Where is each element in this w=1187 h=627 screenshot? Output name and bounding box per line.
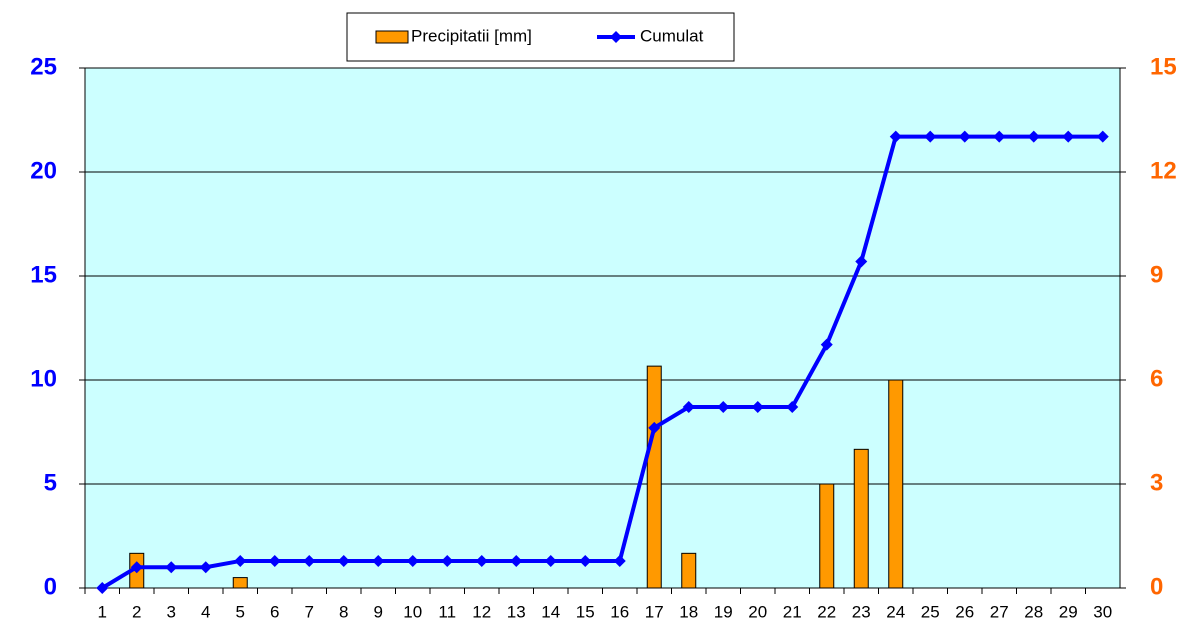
marker — [268, 554, 281, 567]
x-tick-label: 25 — [921, 602, 940, 621]
marker — [613, 554, 626, 567]
marker — [993, 130, 1006, 143]
marker — [579, 554, 592, 567]
marker — [682, 401, 695, 414]
x-tick-label: 18 — [679, 602, 698, 621]
x-tick-label: 3 — [167, 602, 176, 621]
y-tick-label: 10 — [30, 365, 57, 392]
plot-area — [84, 67, 1121, 589]
y2-tick-label: 3 — [1150, 469, 1163, 496]
y-tick-label: 20 — [30, 157, 57, 184]
marker — [510, 554, 523, 567]
bar — [853, 448, 869, 589]
x-tick-label: 14 — [541, 602, 560, 621]
marker — [165, 561, 178, 574]
marker — [958, 130, 971, 143]
marker — [544, 554, 557, 567]
x-tick-label: 13 — [507, 602, 526, 621]
bar — [232, 577, 248, 589]
marker — [234, 554, 247, 567]
bar — [888, 379, 904, 589]
y-tick-label: 0 — [44, 573, 57, 600]
marker — [130, 561, 143, 574]
x-tick-label: 20 — [748, 602, 767, 621]
marker — [1062, 130, 1075, 143]
marker — [924, 130, 937, 143]
x-tick-label: 21 — [783, 602, 802, 621]
marker — [717, 401, 730, 414]
marker — [475, 554, 488, 567]
x-tick-label: 9 — [374, 602, 383, 621]
y2-tick-label: 12 — [1150, 157, 1177, 184]
x-tick-label: 16 — [610, 602, 629, 621]
legend-swatch — [375, 30, 409, 44]
x-tick-label: 19 — [714, 602, 733, 621]
x-tick-label: 29 — [1059, 602, 1078, 621]
y-tick-label: 25 — [30, 53, 57, 80]
y-tick-label: 5 — [44, 469, 57, 496]
y-tick-label: 15 — [30, 261, 57, 288]
marker — [303, 554, 316, 567]
marker — [1096, 130, 1109, 143]
x-tick-label: 12 — [472, 602, 491, 621]
marker — [199, 561, 212, 574]
marker — [372, 554, 385, 567]
x-tick-label: 28 — [1024, 602, 1043, 621]
x-tick-label: 2 — [132, 602, 141, 621]
x-tick-label: 7 — [305, 602, 314, 621]
bar — [681, 552, 697, 589]
x-tick-label: 22 — [817, 602, 836, 621]
legend-label: Cumulat — [640, 26, 704, 45]
marker — [406, 554, 419, 567]
x-tick-label: 27 — [990, 602, 1009, 621]
legend-box — [346, 12, 735, 62]
x-tick-label: 8 — [339, 602, 348, 621]
x-tick-label: 11 — [438, 602, 456, 621]
bar — [819, 483, 835, 589]
marker — [337, 554, 350, 567]
x-tick-label: 23 — [852, 602, 871, 621]
x-tick-label: 24 — [886, 602, 905, 621]
x-tick-label: 6 — [270, 602, 279, 621]
x-tick-label: 1 — [98, 602, 107, 621]
x-tick-label: 10 — [403, 602, 422, 621]
x-tick-label: 5 — [236, 602, 245, 621]
y2-tick-label: 15 — [1150, 53, 1177, 80]
marker — [96, 582, 109, 594]
x-tick-label: 17 — [645, 602, 664, 621]
marker — [648, 421, 661, 434]
bar — [646, 365, 662, 589]
y2-tick-label: 6 — [1150, 365, 1163, 392]
marker — [855, 255, 868, 268]
marker — [889, 130, 902, 143]
x-tick-label: 26 — [955, 602, 974, 621]
marker — [820, 338, 833, 351]
legend: Precipitatii [mm] Cumulat — [346, 12, 735, 62]
marker — [1027, 130, 1040, 143]
legend-marker — [610, 31, 622, 43]
x-tick-label: 15 — [576, 602, 595, 621]
y2-tick-label: 9 — [1150, 261, 1163, 288]
y2-tick-label: 0 — [1150, 573, 1163, 600]
marker — [441, 554, 454, 567]
marker — [786, 401, 799, 414]
legend-label: Precipitatii [mm] — [411, 26, 532, 45]
marker — [751, 401, 764, 414]
x-tick-label: 30 — [1093, 602, 1112, 621]
x-tick-label: 4 — [201, 602, 210, 621]
